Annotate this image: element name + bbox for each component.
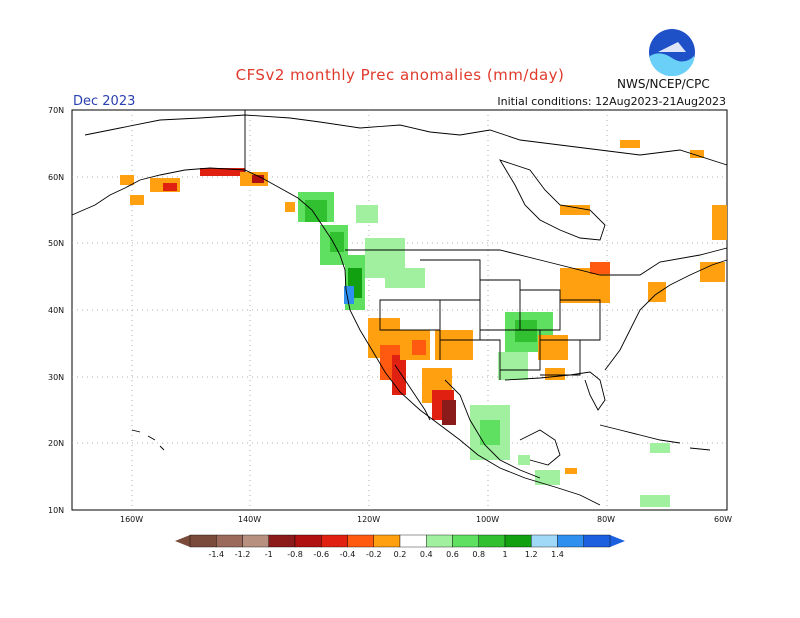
colorbar: -1.4 -1.2 -1 -0.8 -0.6 -0.4 -0.2 0.2 0.4 0.6 0.8 1 1…	[175, 534, 625, 559]
colorbar-tick-label: 1	[502, 550, 507, 559]
colorbar-swatch	[321, 534, 348, 548]
colorbar-swatch	[478, 534, 506, 548]
colorbar-tick-label: 0.6	[446, 550, 459, 559]
lat-label: 50N	[48, 239, 64, 248]
lat-label: 60N	[48, 173, 64, 182]
colorbar-tick-label: -1.2	[235, 550, 251, 559]
colorbar-tick-label: -1	[265, 550, 273, 559]
colorbar-swatch	[426, 534, 453, 548]
lat-label: 40N	[48, 306, 64, 315]
colorbar-swatch	[504, 534, 532, 548]
colorbar-swatch	[583, 534, 611, 548]
coastlines-and-borders	[71, 110, 728, 506]
colorbar-swatch	[452, 534, 479, 548]
initial-conditions: Initial conditions: 12Aug2023-21Aug2023	[497, 95, 726, 108]
colorbar-tick-label: -0.4	[340, 550, 356, 559]
colorbar-swatch	[399, 534, 427, 548]
map-frame	[71, 109, 728, 511]
lon-label: 160W	[120, 515, 143, 524]
colorbar-swatch	[294, 534, 322, 548]
lat-label: 30N	[48, 373, 64, 382]
colorbar-tick-label: -0.8	[287, 550, 303, 559]
graticule	[72, 110, 727, 510]
lat-label: 70N	[48, 106, 64, 115]
colorbar-swatch	[268, 534, 296, 548]
colorbar-tick-label: -0.6	[313, 550, 329, 559]
agency-label: NWS/NCEP/CPC	[617, 77, 710, 91]
colorbar-swatch	[531, 534, 558, 548]
lon-label: 80W	[597, 515, 615, 524]
colorbar-low-arrow	[175, 535, 190, 547]
lon-label: 100W	[476, 515, 499, 524]
colorbar-tick-label: -1.4	[208, 550, 224, 559]
wet-anomaly-shading	[298, 192, 670, 507]
lon-label: 120W	[357, 515, 380, 524]
colorbar-swatch	[242, 534, 269, 548]
lon-label: 140W	[238, 515, 261, 524]
lat-label: 20N	[48, 439, 64, 448]
map-title: CFSv2 monthly Prec anomalies (mm/day)	[235, 66, 565, 84]
colorbar-high-arrow	[610, 535, 625, 547]
colorbar-tick-label: 1.2	[525, 550, 538, 559]
colorbar-tick-label: 1.4	[551, 550, 564, 559]
valid-month: Dec 2023	[73, 94, 136, 109]
colorbar-tick-label: -0.2	[366, 550, 382, 559]
noaa-logo	[649, 29, 695, 76]
lon-label: 60W	[714, 515, 732, 524]
lat-label: 10N	[48, 506, 64, 515]
colorbar-tick-label: 0.2	[394, 550, 407, 559]
colorbar-tick-label: 0.8	[472, 550, 485, 559]
colorbar-swatch	[373, 534, 401, 548]
colorbar-tick-label: 0.4	[420, 550, 433, 559]
colorbar-swatch	[557, 534, 584, 548]
longitude-labels: 160W 140W 120W 100W 80W 60W	[120, 515, 732, 524]
colorbar-swatch	[216, 534, 243, 548]
colorbar-swatch	[189, 534, 217, 548]
colorbar-swatch	[347, 534, 374, 548]
dry-anomaly-shading	[120, 140, 727, 474]
latitude-labels: 70N 60N 50N 40N 30N 20N 10N	[48, 106, 64, 515]
